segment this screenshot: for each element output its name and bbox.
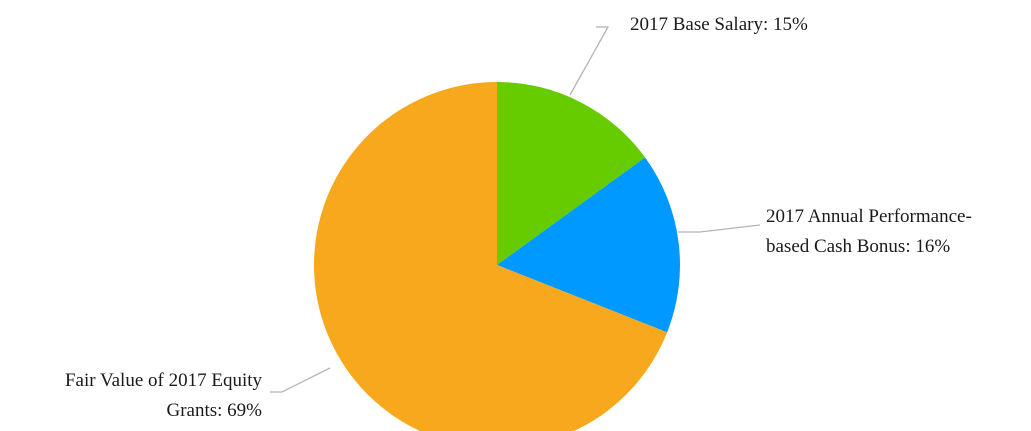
leader-lines	[270, 26, 761, 393]
pie-slices	[314, 82, 680, 431]
slice-label-2: 2017 Annual Performance-based Cash Bonus…	[766, 206, 972, 257]
slice-labels: 2017 Base Salary: 15% 2017 Annual Perform…	[65, 14, 972, 421]
pie-slice-3	[314, 82, 668, 431]
leader-line-3	[270, 367, 331, 393]
slice-label-3-line-2: Grants: 69%	[166, 400, 262, 421]
pie-slice-1	[497, 82, 646, 265]
slice-label-2-line-1: 2017 Annual Performance-	[766, 206, 972, 227]
slice-label-1: 2017 Base Salary: 15%	[630, 14, 808, 35]
slice-label-2-line-2: based Cash Bonus: 16%	[766, 236, 950, 257]
slice-label-3: Fair Value of 2017 Equity Grants: 69%	[65, 370, 263, 421]
leader-line-2	[678, 224, 761, 233]
slice-label-3-line-1: Fair Value of 2017 Equity	[65, 370, 263, 391]
leader-line-1	[569, 26, 610, 96]
pie-slice-2	[497, 157, 680, 333]
slice-label-1-line-1: 2017 Base Salary: 15%	[630, 14, 808, 35]
